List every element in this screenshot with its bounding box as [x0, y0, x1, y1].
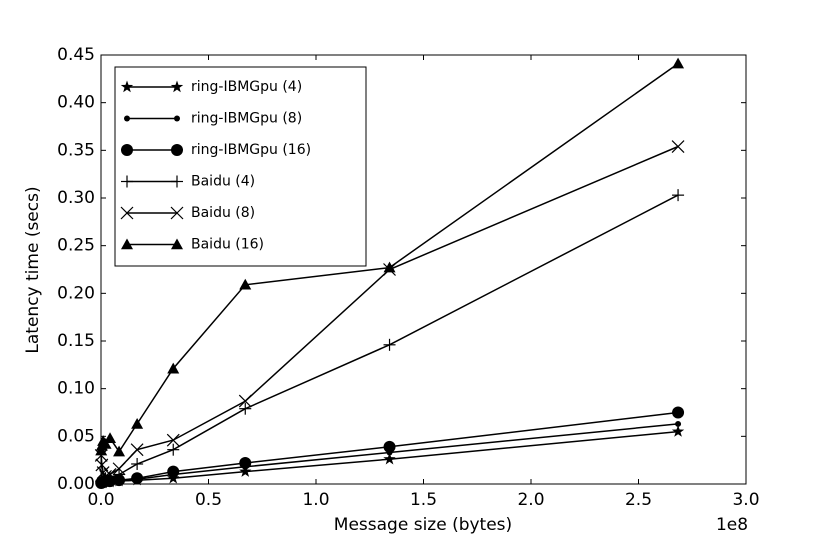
legend-marker — [171, 175, 183, 188]
legend-marker — [170, 80, 184, 93]
marker — [95, 458, 109, 472]
x-tick-label: 0.0 — [87, 490, 114, 510]
y-tick-label: 0.35 — [57, 140, 95, 160]
legend-label: ring-IBMGpu (16) — [191, 142, 311, 158]
y-tick-label: 0.05 — [57, 426, 95, 446]
marker — [131, 417, 144, 429]
legend-marker — [174, 115, 180, 122]
marker — [383, 440, 396, 453]
y-tick-label: 0.20 — [57, 283, 95, 303]
legend-label: ring-IBMGpu (4) — [191, 79, 302, 95]
marker — [383, 452, 396, 465]
legend-marker — [124, 115, 130, 122]
legend-box — [114, 66, 367, 267]
marker — [238, 394, 252, 408]
marker-stroke — [95, 458, 109, 472]
y-tick-label: 0.10 — [57, 379, 95, 399]
legend-label: Baidu (4) — [191, 174, 255, 190]
y-tick-label: 0.40 — [57, 93, 95, 113]
marker — [131, 457, 144, 470]
marker — [131, 472, 144, 485]
marker-stroke — [166, 433, 180, 447]
y-tick-label: 0.30 — [57, 188, 95, 208]
marker-stroke — [120, 206, 134, 220]
x-tick-label: 1.5 — [410, 490, 437, 510]
marker — [112, 462, 126, 476]
marker — [113, 468, 126, 481]
marker-stroke — [238, 394, 252, 408]
marker — [166, 433, 180, 447]
y-tick-label: 0.15 — [57, 331, 95, 351]
y-axis-label: Latency time (secs) — [23, 186, 43, 353]
marker — [672, 189, 685, 202]
marker — [671, 140, 685, 153]
marker — [675, 420, 682, 427]
y-tick-label: 0.45 — [57, 45, 95, 65]
marker — [103, 468, 117, 481]
marker — [239, 402, 252, 415]
marker-stroke — [170, 206, 184, 220]
legend-marker — [170, 206, 184, 220]
marker-stroke — [671, 140, 685, 153]
x-axis-label: Message size (bytes) — [334, 515, 512, 535]
marker — [383, 261, 396, 273]
plot-frame — [100, 54, 747, 485]
legend-label: Baidu (8) — [191, 205, 255, 221]
marker — [672, 57, 685, 69]
y-tick-label: 0.25 — [57, 236, 95, 256]
x-offset-label: 1e8 — [716, 515, 748, 535]
x-tick-label: 3.0 — [732, 490, 759, 510]
marker — [99, 437, 112, 449]
legend-marker — [120, 80, 134, 93]
marker — [383, 338, 396, 351]
marker — [239, 465, 252, 477]
marker-stroke — [103, 468, 117, 481]
x-tick-label: 2.0 — [517, 490, 544, 510]
legend-marker — [121, 144, 133, 156]
marker-stroke — [112, 462, 126, 476]
x-tick-label: 0.5 — [195, 490, 222, 510]
legend-label: Baidu (16) — [191, 237, 264, 253]
legend-marker — [121, 175, 133, 188]
marker — [167, 443, 180, 456]
marker — [239, 457, 252, 470]
marker — [167, 465, 180, 478]
marker — [239, 278, 252, 290]
legend-marker — [121, 238, 133, 250]
x-tick-label: 1.0 — [302, 490, 329, 510]
marker-stroke — [130, 443, 144, 457]
marker-stroke — [96, 466, 110, 479]
marker-stroke — [99, 469, 112, 483]
legend-marker — [171, 144, 183, 156]
marker — [167, 471, 180, 484]
y-tick-label: 0.00 — [57, 474, 95, 494]
x-tick-label: 2.5 — [625, 490, 652, 510]
legend-label: ring-IBMGpu (8) — [191, 111, 302, 127]
marker — [113, 445, 126, 457]
marker — [130, 443, 144, 457]
marker — [99, 469, 112, 483]
marker — [167, 362, 180, 374]
marker — [104, 432, 117, 444]
marker — [672, 406, 685, 419]
legend-marker — [171, 238, 183, 250]
legend-marker — [120, 206, 134, 220]
marker — [671, 425, 685, 437]
